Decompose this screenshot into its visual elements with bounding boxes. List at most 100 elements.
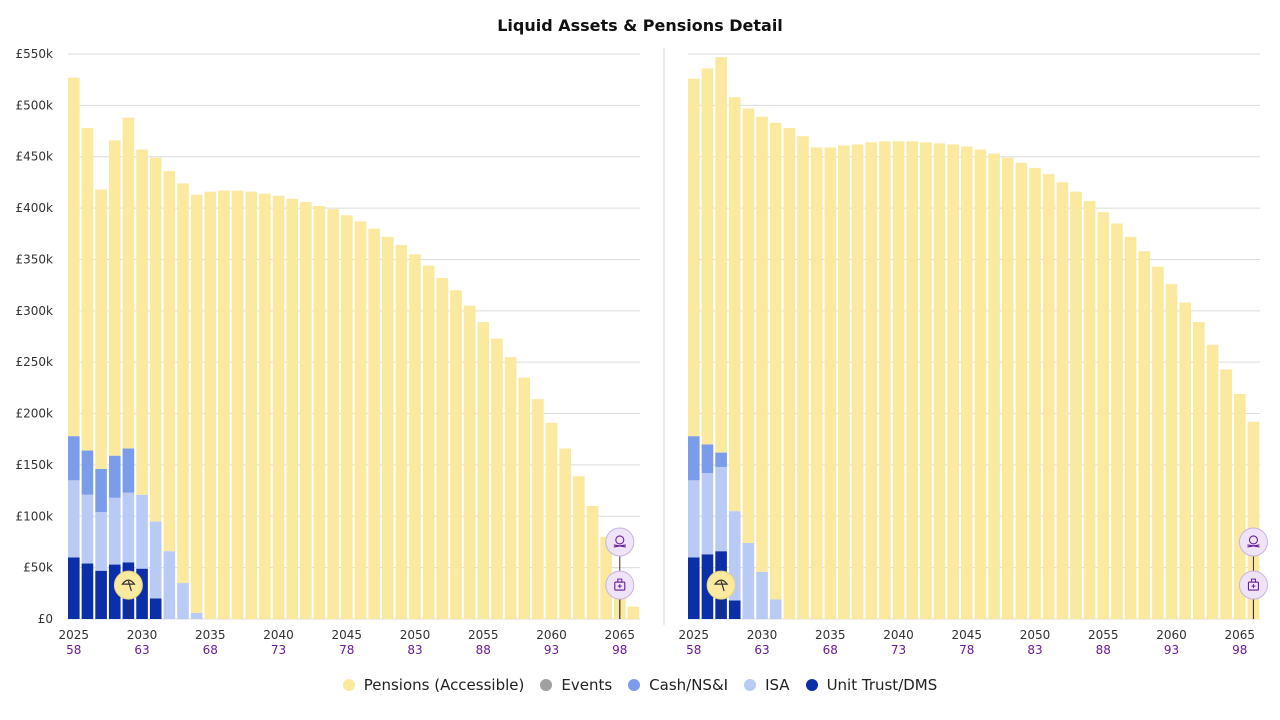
x-tick-age: 63 [754, 643, 769, 657]
bar-pensions [177, 183, 189, 584]
x-tick-age: 58 [66, 643, 81, 657]
bar-cash [81, 450, 94, 495]
bar-pensions [1029, 168, 1041, 619]
bar-pensions [491, 338, 503, 619]
x-tick-age: 78 [339, 643, 354, 657]
legend-label: ISA [765, 676, 790, 694]
bar-isa [122, 492, 135, 563]
medical-bag-icon[interactable] [605, 570, 635, 619]
bar-isa [136, 494, 148, 569]
bar-pensions [218, 190, 230, 620]
bar-isa [95, 512, 107, 571]
bar-pensions [149, 157, 162, 522]
x-tick-age: 88 [476, 643, 491, 657]
bar-pensions [1056, 182, 1069, 619]
bar-pensions [1015, 162, 1028, 619]
bar-pensions [1206, 344, 1219, 619]
bar-pensions [1111, 223, 1123, 619]
x-tick-year: 2035 [815, 628, 846, 642]
y-tick-label: £500k [16, 98, 54, 112]
legend-item-isa[interactable]: ISA [744, 676, 790, 694]
bar-pensions [231, 190, 244, 620]
x-tick-year: 2060 [1156, 628, 1187, 642]
bar-pensions [797, 136, 809, 619]
y-tick-label: £550k [16, 47, 54, 61]
legend-item-cash[interactable]: Cash/NS&I [628, 676, 728, 694]
bar-pensions [892, 141, 905, 619]
y-tick-label: £0 [38, 612, 53, 626]
legend-label: Cash/NS&I [649, 676, 729, 694]
beach-umbrella-icon[interactable] [113, 570, 143, 619]
bar-pensions [688, 78, 700, 437]
x-tick-age: 73 [271, 643, 286, 657]
bar-pensions [1097, 212, 1110, 619]
bar-pensions [701, 68, 714, 445]
bar-pensions [627, 606, 640, 619]
x-tick-age: 83 [1027, 643, 1042, 657]
legend-swatch [342, 679, 355, 691]
bar-pensions [933, 143, 946, 619]
bar-isa [742, 542, 755, 619]
x-tick-age: 83 [407, 643, 422, 657]
bar-pensions [477, 322, 490, 619]
bar-pensions [136, 149, 148, 495]
bar-pensions [1070, 191, 1082, 619]
bar-pensions [436, 277, 449, 619]
bar-isa [728, 511, 741, 601]
bar-pensions [504, 357, 517, 619]
legend-swatch [805, 679, 818, 691]
x-tick-age: 93 [1164, 643, 1179, 657]
bar-pensions [559, 448, 571, 619]
x-tick-age: 93 [544, 643, 559, 657]
x-tick-age: 88 [1096, 643, 1111, 657]
bar-unit-trust [95, 570, 107, 619]
bar-unit-trust [108, 564, 121, 619]
bar-unit-trust [688, 557, 700, 619]
skull-icon[interactable] [1238, 527, 1268, 619]
bar-isa [715, 466, 727, 552]
bar-pensions [95, 189, 107, 470]
bar-pensions [1234, 394, 1246, 619]
bar-pensions [1124, 236, 1137, 619]
bar-pensions [313, 206, 326, 619]
bar-pensions [715, 57, 727, 453]
bar-isa [701, 473, 714, 555]
beach-umbrella-icon[interactable] [706, 570, 736, 619]
bar-pensions [586, 506, 599, 619]
bar-isa [688, 480, 700, 558]
x-tick-year: 2035 [195, 628, 226, 642]
bar-pensions [783, 127, 796, 620]
bar-unit-trust [68, 557, 80, 619]
bar-isa [177, 583, 189, 619]
legend-swatch [744, 679, 757, 691]
bar-cash [688, 436, 700, 481]
medical-bag-icon[interactable] [1238, 570, 1268, 619]
bar-pensions [163, 171, 176, 552]
x-tick-age: 98 [612, 643, 627, 657]
x-tick-year: 2065 [605, 628, 636, 642]
legend-item-unit-trust[interactable]: Unit Trust/DMS [805, 676, 937, 694]
bar-pensions [742, 108, 755, 543]
x-tick-age: 73 [891, 643, 906, 657]
umbrella-canopy [713, 579, 729, 585]
y-tick-label: £450k [16, 150, 54, 164]
bar-pensions [300, 201, 312, 619]
event-marker [706, 570, 736, 600]
x-tick-year: 2050 [400, 628, 431, 642]
bar-isa [769, 599, 782, 619]
x-tick-year: 2055 [468, 628, 499, 642]
skull-bone [1247, 544, 1260, 548]
bag-handle [617, 578, 623, 583]
legend-item-pensions[interactable]: Pensions (Accessible) [342, 676, 524, 694]
bar-pensions [463, 305, 476, 619]
legend-swatch [628, 679, 641, 691]
bar-pensions [988, 153, 1000, 620]
bar-unit-trust [81, 563, 94, 619]
bar-isa [108, 497, 121, 565]
legend-item-events[interactable]: Events [540, 676, 612, 694]
x-tick-year: 2030 [747, 628, 778, 642]
bar-pensions [1193, 322, 1205, 619]
bar-pensions [108, 140, 121, 456]
x-tick-year: 2025 [679, 628, 710, 642]
bag-handle [1250, 578, 1256, 583]
